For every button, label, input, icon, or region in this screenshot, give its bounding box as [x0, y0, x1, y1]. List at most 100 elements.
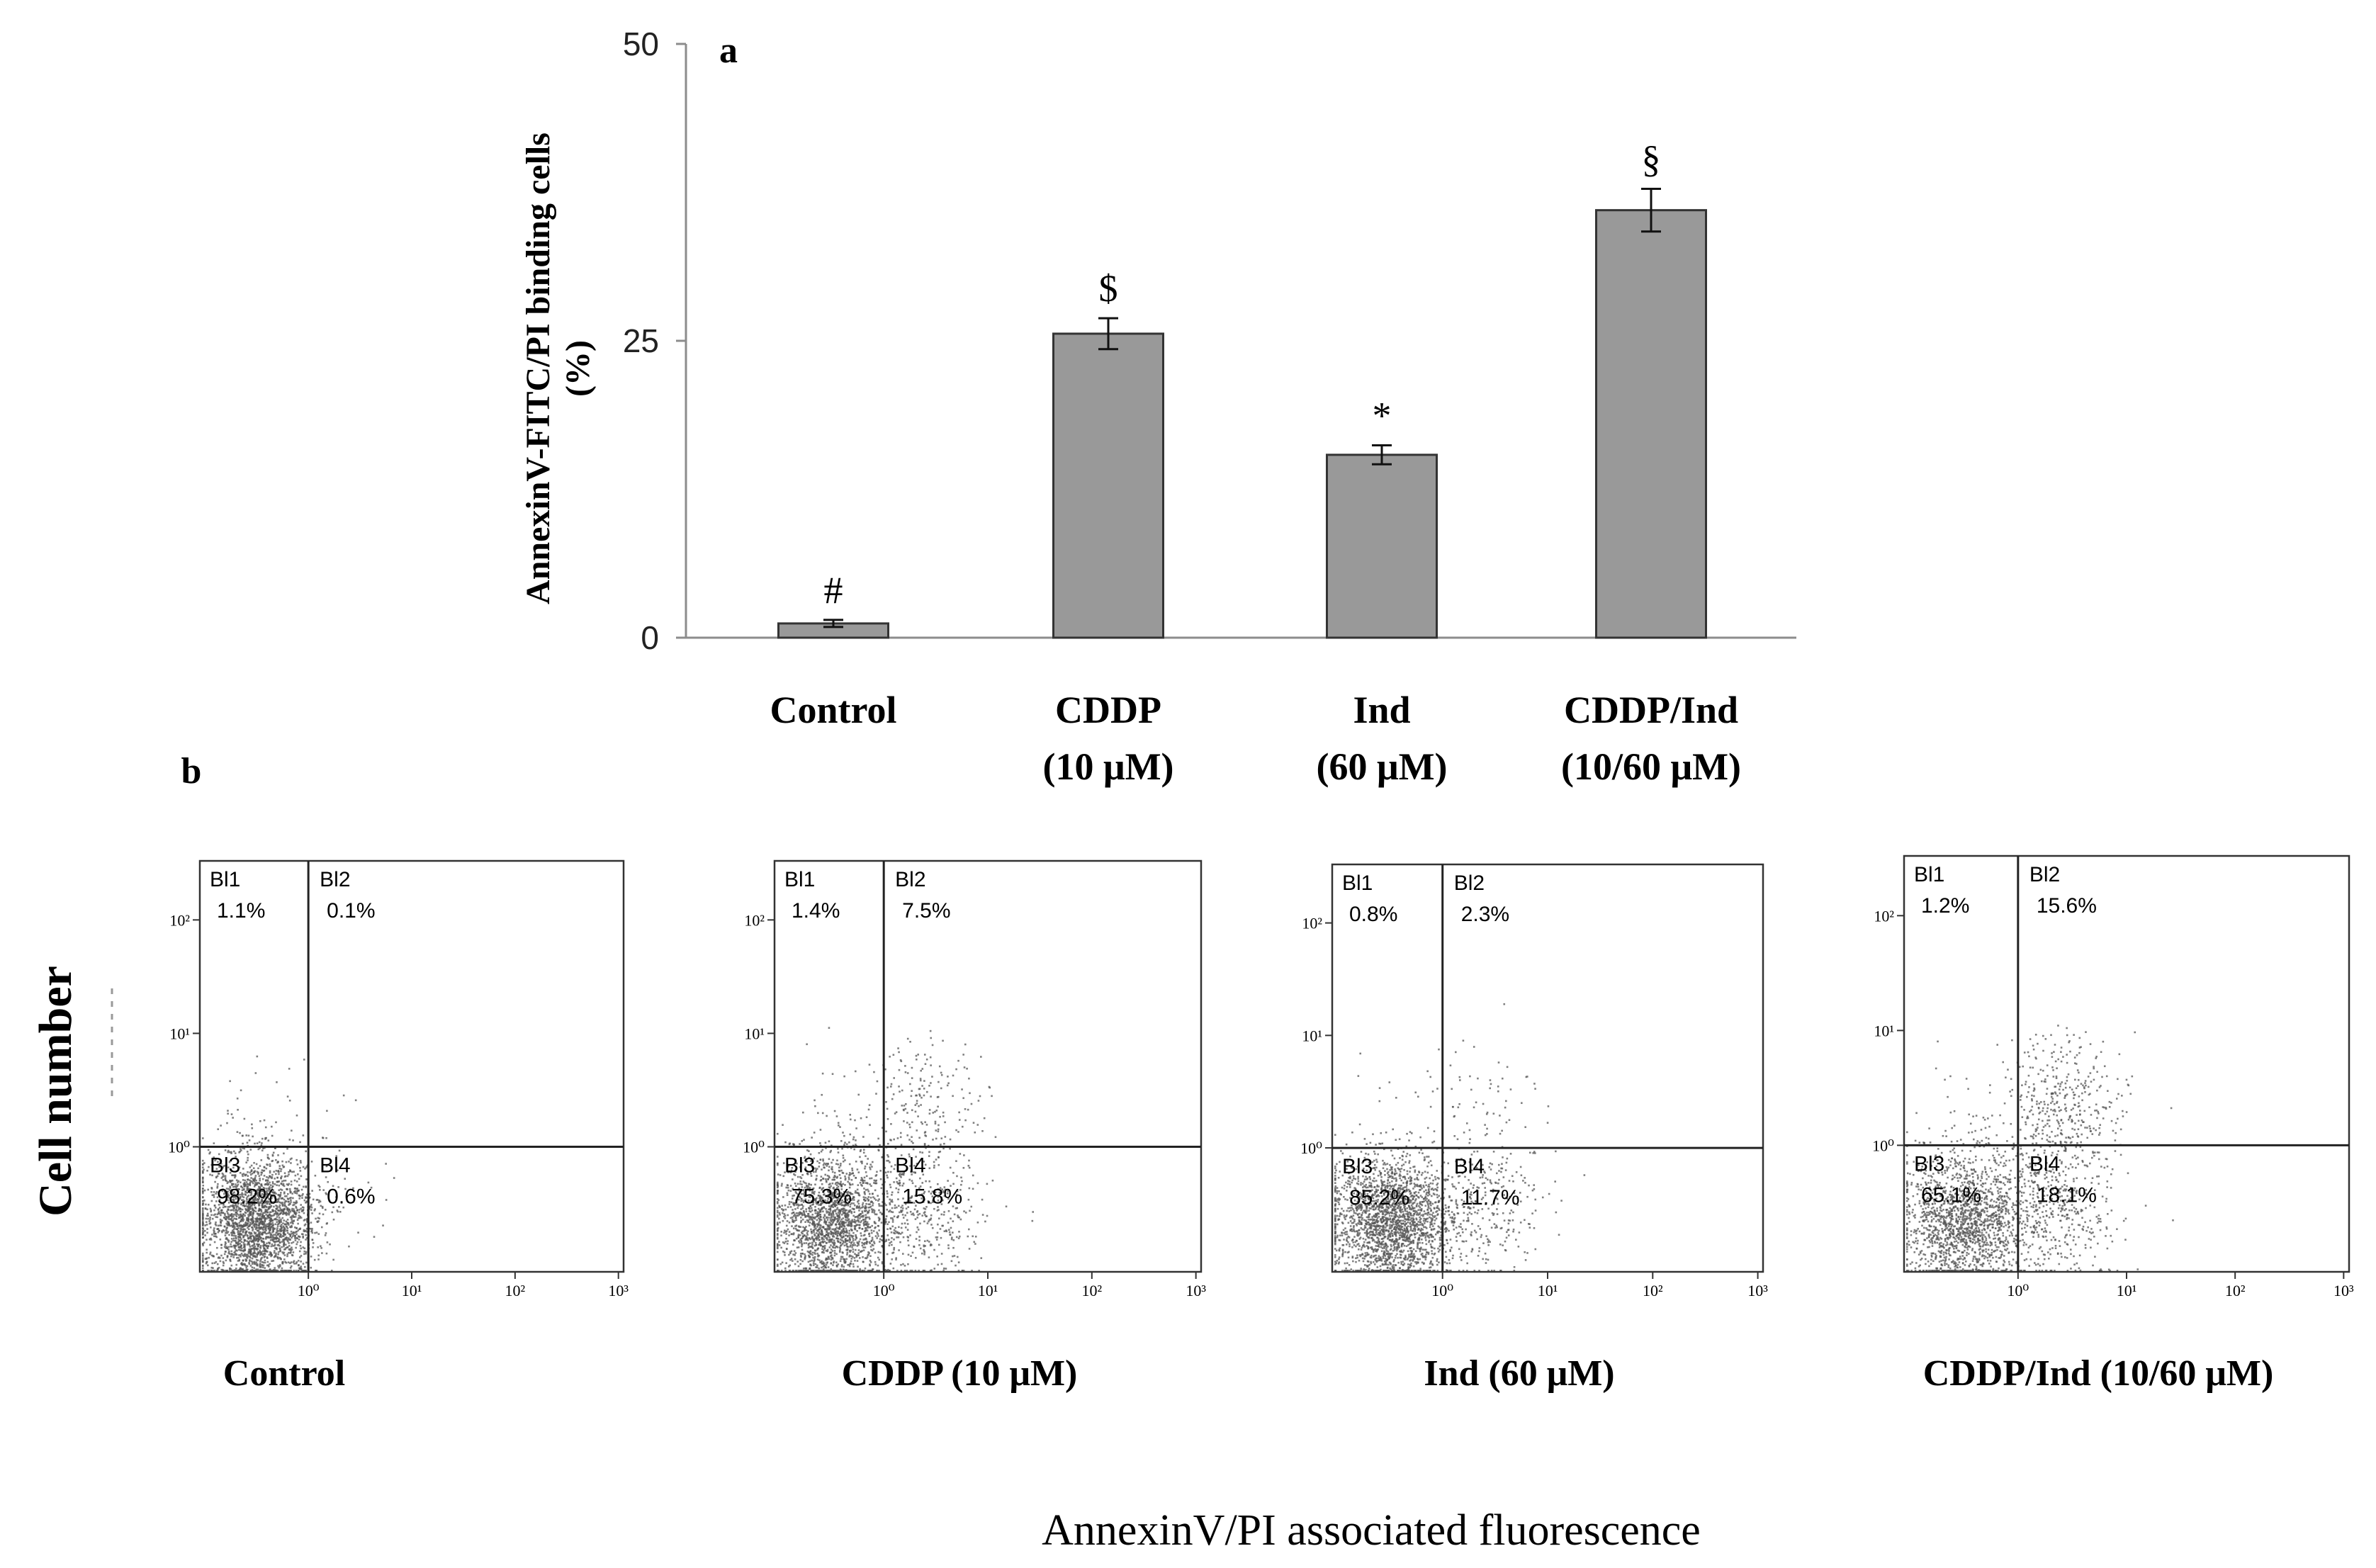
event-dot — [296, 1188, 299, 1190]
event-dot — [213, 1235, 215, 1238]
event-dot — [267, 1225, 269, 1228]
event-dot — [292, 1209, 294, 1212]
event-dot — [233, 1246, 236, 1248]
event-dot — [298, 1189, 300, 1192]
event-dot — [208, 1256, 210, 1259]
event-dot — [867, 1211, 870, 1214]
event-dot — [215, 1236, 218, 1239]
event-dot — [972, 1235, 974, 1238]
event-dot — [819, 1215, 821, 1218]
event-dot — [811, 1251, 814, 1254]
event-dot — [839, 1248, 842, 1251]
event-dot — [790, 1233, 793, 1236]
event-dot — [237, 1208, 240, 1211]
event-dot — [880, 1205, 882, 1207]
event-dot — [872, 1192, 874, 1195]
event-dot — [837, 1192, 839, 1195]
event-dot — [814, 1249, 817, 1252]
event-dot — [852, 1239, 855, 1242]
event-dot — [220, 1254, 223, 1257]
event-dot — [794, 1214, 796, 1217]
event-dot — [831, 1205, 833, 1207]
event-dot — [858, 1205, 861, 1207]
event-dot — [284, 1175, 287, 1178]
event-dot — [222, 1257, 225, 1259]
event-dot — [896, 1216, 899, 1219]
event-dot — [833, 1239, 835, 1242]
event-dot — [281, 1175, 283, 1178]
event-dot — [811, 1238, 814, 1240]
event-dot — [239, 1242, 242, 1245]
event-dot — [208, 1152, 210, 1155]
event-dot — [254, 1182, 257, 1184]
event-dot — [831, 1241, 834, 1244]
event-dot — [259, 1189, 261, 1192]
event-dot — [835, 1197, 838, 1200]
event-dot — [256, 1235, 259, 1237]
event-dot — [286, 1195, 288, 1197]
event-dot — [202, 1231, 204, 1234]
event-dot — [275, 1207, 278, 1210]
event-dot — [844, 1190, 847, 1193]
event-dot — [805, 1210, 808, 1213]
event-dot — [271, 1260, 273, 1263]
event-dot — [825, 1178, 827, 1180]
event-dot — [251, 1226, 254, 1229]
event-dot — [269, 1181, 271, 1184]
event-dot — [950, 1238, 953, 1241]
event-dot — [878, 1198, 880, 1200]
event-dot — [835, 1261, 838, 1263]
event-dot — [202, 1171, 204, 1173]
event-dot — [246, 1200, 248, 1203]
event-dot — [247, 1255, 249, 1258]
event-dot — [833, 1218, 836, 1221]
event-dot — [782, 1196, 784, 1198]
event-dot — [843, 1241, 845, 1243]
event-dot — [240, 1249, 242, 1252]
event-dot — [249, 1203, 252, 1205]
event-dot — [252, 1222, 254, 1224]
event-dot — [801, 1186, 804, 1188]
event-dot — [348, 1245, 350, 1248]
event-dot — [804, 1221, 806, 1223]
event-dot — [840, 1229, 843, 1231]
event-dot — [804, 1191, 806, 1193]
event-dot — [352, 1187, 354, 1190]
event-dot — [256, 1224, 258, 1227]
event-dot — [244, 1191, 247, 1193]
event-dot — [847, 1224, 850, 1226]
event-dot — [868, 1144, 871, 1146]
event-dot — [249, 1240, 252, 1242]
event-dot — [300, 1210, 303, 1213]
event-dot — [956, 1190, 959, 1192]
event-dot — [842, 1207, 845, 1209]
event-dot — [947, 1247, 950, 1250]
significance-marker: * — [1373, 394, 1392, 436]
event-dot — [853, 1221, 856, 1223]
event-dot — [867, 1225, 869, 1227]
event-dot — [233, 1253, 236, 1256]
event-dot — [288, 1245, 291, 1247]
event-dot — [260, 1226, 263, 1229]
event-dot — [854, 1239, 857, 1241]
event-dot — [240, 1228, 242, 1231]
event-dot — [862, 1196, 865, 1198]
event-dot — [957, 1214, 959, 1217]
event-dot — [280, 1209, 282, 1211]
event-dot — [339, 1210, 342, 1213]
event-dot — [229, 1185, 231, 1188]
event-dot — [851, 1219, 854, 1222]
event-dot — [828, 1214, 831, 1217]
event-dot — [835, 1201, 838, 1204]
event-dot — [796, 1214, 798, 1217]
event-dot — [234, 1247, 237, 1250]
event-dot — [825, 1202, 828, 1205]
event-dot — [811, 1209, 813, 1212]
event-dot — [210, 1226, 212, 1229]
event-dot — [295, 1114, 298, 1117]
event-dot — [220, 1221, 222, 1224]
event-dot — [823, 1247, 826, 1250]
event-dot — [262, 1261, 265, 1264]
event-dot — [843, 1269, 845, 1272]
event-dot — [277, 1200, 280, 1202]
